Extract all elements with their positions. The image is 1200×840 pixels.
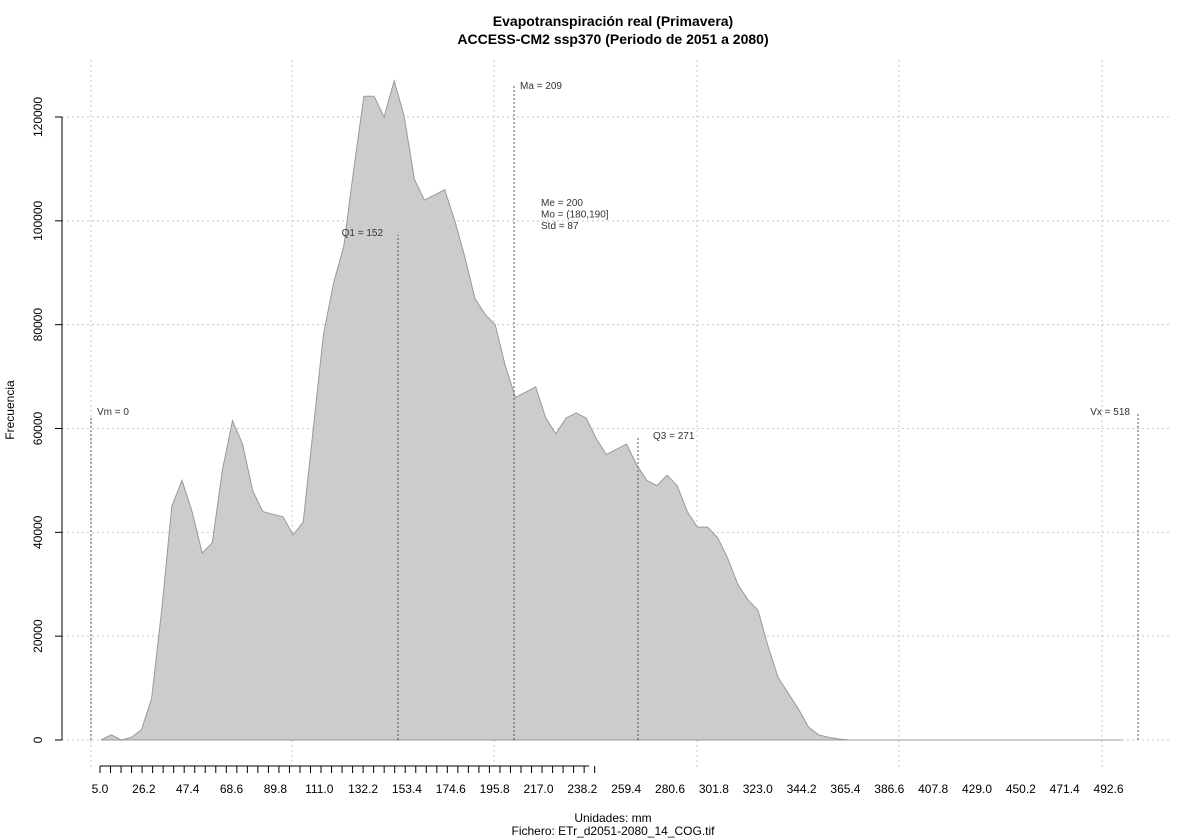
x-tick-label: 450.2 [1006, 782, 1036, 796]
chart-subtitle: ACCESS-CM2 ssp370 (Periodo de 2051 a 208… [457, 31, 768, 47]
stat-label: Me = 200 [541, 198, 583, 209]
x-tick-label: 68.6 [220, 782, 244, 796]
x-tick-label: 407.8 [918, 782, 948, 796]
x-tick-label: 365.4 [830, 782, 860, 796]
labels: 0 20000 40000 60000 80000 100000 120000 5.0 26.2… [31, 81, 1130, 796]
marker-label: Vm = 0 [97, 407, 129, 418]
x-tick-label: 238.2 [567, 782, 597, 796]
x-tick-label: 429.0 [962, 782, 992, 796]
y-tick-label: 80000 [31, 308, 45, 342]
y-tick-label: 100000 [31, 200, 45, 240]
x-tick-label: 111.0 [305, 782, 334, 796]
y-tick-label: 40000 [31, 515, 45, 549]
x-tick-label: 5.0 [92, 782, 109, 796]
marker-label: Q3 = 271 [653, 431, 695, 442]
y-tick-label: 60000 [31, 411, 45, 445]
marker-label: Vx = 518 [1090, 407, 1130, 418]
x-tick-label: 89.8 [264, 782, 288, 796]
x-tick-label: 259.4 [611, 782, 641, 796]
file-caption: Fichero: ETr_d2051-2080_14_COG.tif [512, 824, 716, 838]
x-tick-label: 47.4 [176, 782, 200, 796]
x-tick-label: 280.6 [655, 782, 685, 796]
marker-label: Q1 = 152 [342, 228, 384, 239]
x-tick-label: 174.6 [436, 782, 466, 796]
y-tick-label: 20000 [31, 619, 45, 653]
y-tick-label: 120000 [31, 97, 45, 137]
x-tick-label: 195.8 [480, 782, 510, 796]
x-tick-label: 492.6 [1094, 782, 1124, 796]
x-tick-label: 217.0 [523, 782, 553, 796]
x-tick-label: 344.2 [787, 782, 817, 796]
density-area [100, 78, 1122, 741]
x-tick-label: 26.2 [132, 782, 156, 796]
y-tick-label: 0 [31, 736, 45, 743]
chart-title: Evapotranspiración real (Primavera) [493, 13, 733, 29]
marker-label: Ma = 209 [520, 81, 562, 92]
x-tick-label: 471.4 [1050, 782, 1080, 796]
x-tick-label: 386.6 [874, 782, 904, 796]
stat-label: Std = 87 [541, 221, 579, 232]
x-tick-label: 153.4 [392, 782, 422, 796]
marker-lines [90, 84, 1139, 740]
x-axis-label: Unidades: mm [574, 811, 651, 825]
y-axis-label: Frecuencia [3, 380, 17, 440]
axes [55, 116, 596, 773]
x-tick-label: 132.2 [348, 782, 378, 796]
stat-label: Mo = (180,190] [541, 210, 609, 221]
x-tick-label: 323.0 [743, 782, 773, 796]
x-tick-label: 301.8 [699, 782, 729, 796]
